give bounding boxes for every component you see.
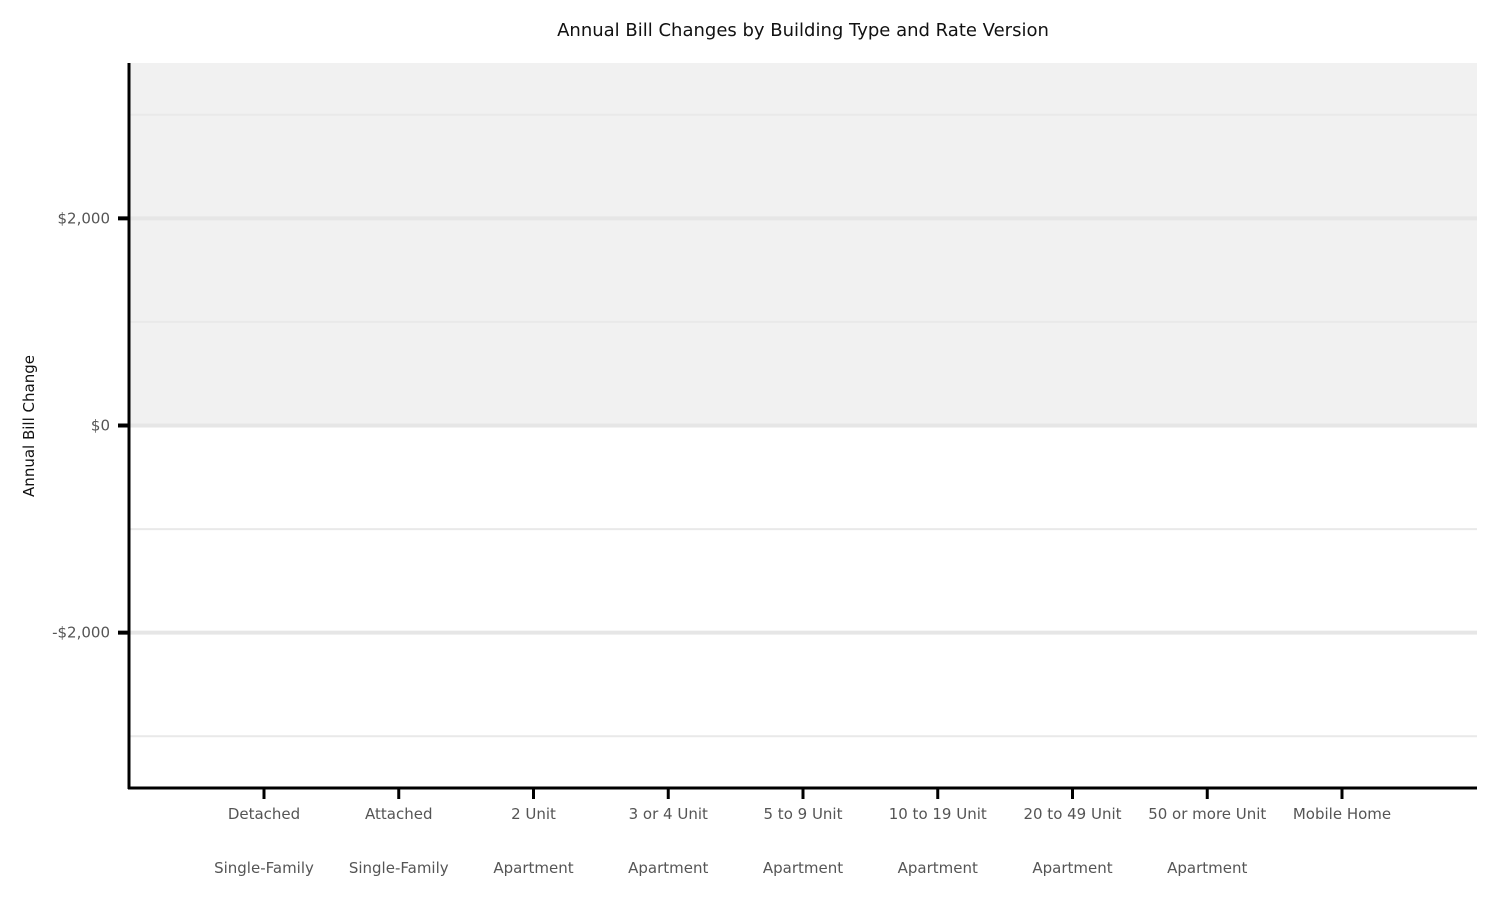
x-tick-label-line1: Detached (228, 805, 300, 823)
x-tick-label-line2: Single-Family (349, 859, 449, 877)
x-tick-label-line2: Single-Family (214, 859, 314, 877)
y-tick-label: -$2,000 (52, 624, 110, 642)
y-axis-title: Annual Bill Change (20, 355, 38, 497)
x-tick-label-line2: Apartment (1032, 859, 1112, 877)
x-tick-label-line2: Apartment (628, 859, 708, 877)
x-tick-label-line2: Apartment (898, 859, 978, 877)
x-tick-label-line1: 20 to 49 Unit (1023, 805, 1121, 823)
x-tick-label-line1: 2 Unit (511, 805, 556, 823)
axes: -$2,000 $0 $2,000 Detached Single-Family Atta… (52, 63, 1477, 877)
x-tick-label-line1: Mobile Home (1293, 805, 1391, 823)
y-tick-label: $2,000 (58, 209, 111, 227)
x-tick-label-line1: 10 to 19 Unit (889, 805, 987, 823)
x-tick-label-line1: Attached (365, 805, 432, 823)
x-tick-label-line1: 5 to 9 Unit (764, 805, 843, 823)
y-tick-label: $0 (91, 417, 110, 435)
x-tick-label-line1: 3 or 4 Unit (629, 805, 708, 823)
shaded-positive-region (129, 63, 1477, 426)
x-tick-label-line2: Apartment (1167, 859, 1247, 877)
chart-title: Annual Bill Changes by Building Type and… (557, 20, 1049, 41)
x-tick-label-line1: 50 or more Unit (1148, 805, 1266, 823)
x-tick-label-line2: Apartment (493, 859, 573, 877)
x-tick-label-line2: Apartment (763, 859, 843, 877)
plot-area (129, 63, 1477, 738)
